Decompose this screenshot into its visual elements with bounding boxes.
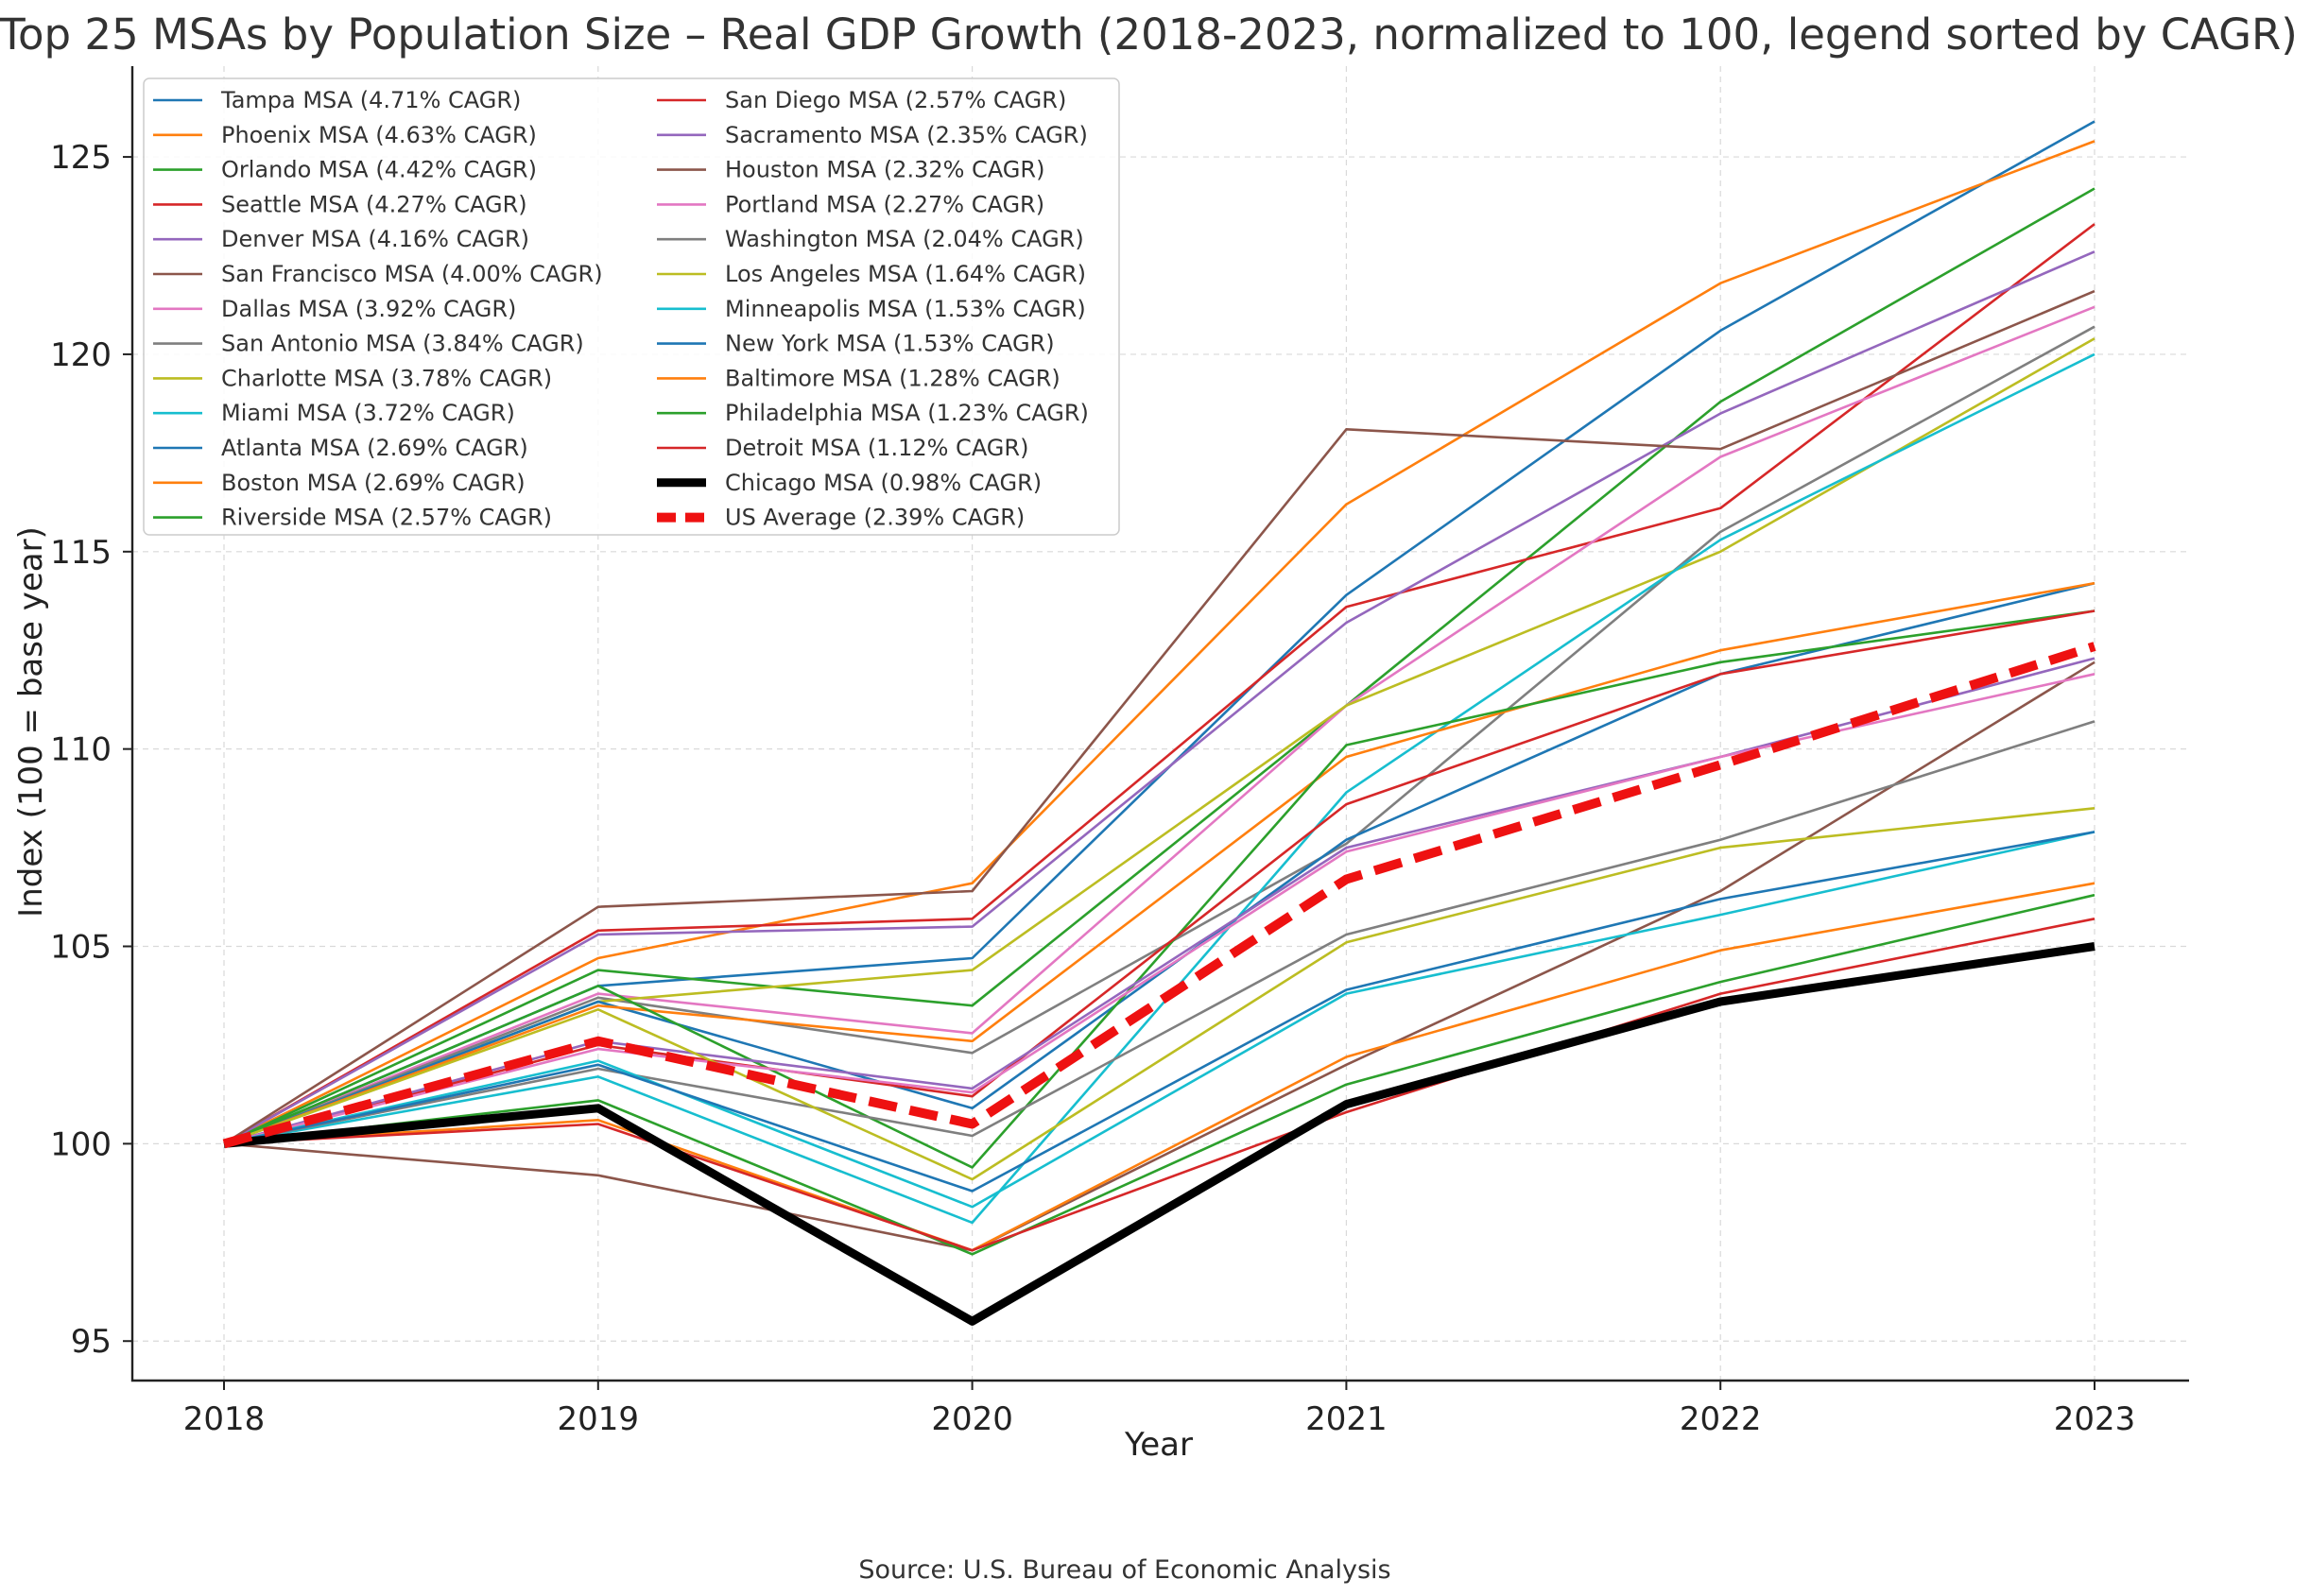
legend-label-seattle-msa: Seattle MSA (4.27% CAGR): [221, 191, 527, 217]
legend-frame: [143, 77, 1120, 536]
axes: [130, 66, 2189, 1382]
legend-label-phoenix-msa: Phoenix MSA (4.63% CAGR): [221, 122, 537, 148]
series-line-denver-msa: [223, 250, 2095, 1145]
series-line-san-francisco-msa: [223, 289, 2095, 1145]
legend-label-san-antonio-msa: San Antonio MSA (3.84% CAGR): [221, 331, 584, 357]
y-tick-label: 120: [50, 336, 112, 374]
series-line-orlando-msa: [223, 187, 2095, 1145]
legend-label-denver-msa: Denver MSA (4.16% CAGR): [221, 226, 529, 252]
series-line-phoenix-msa: [223, 140, 2095, 1145]
series-line-los-angeles-msa: [223, 807, 2095, 1181]
series-line-dallas-msa: [223, 305, 2095, 1145]
legend-label-boston-msa: Boston MSA (2.69% CAGR): [221, 470, 526, 496]
series-line-baltimore-msa: [223, 882, 2095, 1252]
legend-label-tampa-msa: Tampa MSA (4.71% CAGR): [220, 87, 521, 113]
series-line-new-york-msa: [223, 831, 2095, 1193]
chart-title: Top 25 MSAs by Population Size – Real GD…: [0, 9, 2298, 60]
series-line-chicago-msa: [223, 942, 2095, 1326]
legend-label-orlando-msa: Orlando MSA (4.42% CAGR): [221, 157, 537, 183]
x-tick-label: 2022: [1680, 1400, 1762, 1438]
y-tick-label: 115: [50, 534, 112, 572]
legend-label-washington-msa: Washington MSA (2.04% CAGR): [725, 226, 1084, 252]
legend-label-baltimore-msa: Baltimore MSA (1.28% CAGR): [725, 365, 1061, 391]
legend-label-chicago-msa: Chicago MSA (0.98% CAGR): [725, 470, 1042, 496]
legend-label-san-francisco-msa: San Francisco MSA (4.00% CAGR): [221, 261, 603, 287]
legend-label-miami-msa: Miami MSA (3.72% CAGR): [221, 400, 515, 426]
legend-label-us-average: US Average (2.39% CAGR): [725, 505, 1025, 531]
legend-label-sacramento-msa: Sacramento MSA (2.35% CAGR): [725, 122, 1088, 148]
y-tick-label: 100: [50, 1125, 112, 1163]
series-line-us-average: [222, 642, 2096, 1149]
x-tick-label: 2021: [1305, 1400, 1388, 1438]
x-tick-label: 2020: [931, 1400, 1013, 1438]
series-lines: [222, 120, 2096, 1326]
y-tick-label: 125: [50, 139, 112, 177]
series-line-portland-msa: [223, 673, 2095, 1145]
axis-spines: [130, 66, 2189, 1382]
legend-label-philadelphia-msa: Philadelphia MSA (1.23% CAGR): [725, 400, 1089, 426]
legend-label-atlanta-msa: Atlanta MSA (2.69% CAGR): [221, 435, 528, 461]
ticks: 2018 2019 2020 2021 2022 2023 95 100 105 110 115 12…: [50, 139, 2135, 1438]
series-line-atlanta-msa: [223, 581, 2095, 1145]
legend-label-houston-msa: Houston MSA (2.32% CAGR): [725, 157, 1044, 183]
legend-label-new-york-msa: New York MSA (1.53% CAGR): [725, 331, 1055, 357]
series-line-miami-msa: [223, 352, 2095, 1225]
series-line-san-antonio-msa: [223, 325, 2095, 1145]
legend-label-portland-msa: Portland MSA (2.27% CAGR): [725, 191, 1044, 217]
legend-label-san-diego-msa: San Diego MSA (2.57% CAGR): [725, 87, 1066, 113]
x-tick-label: 2023: [2054, 1400, 2136, 1438]
legend-label-dallas-msa: Dallas MSA (3.92% CAGR): [221, 296, 516, 322]
series-line-san-diego-msa: [223, 609, 2095, 1145]
x-axis-title: Year: [1124, 1426, 1193, 1464]
x-tick-label: 2018: [183, 1400, 266, 1438]
series-line-philadelphia-msa: [223, 893, 2095, 1256]
series-line-minneapolis-msa: [223, 831, 2095, 1209]
y-tick-label: 95: [71, 1323, 112, 1361]
series-line-detroit-msa: [223, 918, 2095, 1252]
legend: Tampa MSA (4.71% CAGR) Phoenix MSA (4.63%…: [143, 77, 1120, 536]
legend-label-detroit-msa: Detroit MSA (1.12% CAGR): [725, 435, 1028, 461]
legend-label-riverside-msa: Riverside MSA (2.57% CAGR): [221, 505, 552, 531]
y-tick-label: 110: [50, 731, 112, 769]
series-line-boston-msa: [223, 581, 2095, 1145]
series-line-washington-msa: [223, 720, 2095, 1145]
legend-label-charlotte-msa: Charlotte MSA (3.78% CAGR): [221, 365, 552, 391]
y-tick-label: 105: [50, 929, 112, 967]
source-note: Source: U.S. Bureau of Economic Analysis: [858, 1555, 1390, 1585]
legend-label-minneapolis-msa: Minneapolis MSA (1.53% CAGR): [725, 296, 1086, 322]
y-axis-title: Index (100 = base year): [12, 526, 50, 918]
series-line-riverside-msa: [223, 609, 2095, 1169]
series-line-houston-msa: [223, 661, 2095, 1252]
legend-label-los-angeles-msa: Los Angeles MSA (1.64% CAGR): [725, 261, 1086, 287]
series-line-seattle-msa: [223, 223, 2095, 1145]
x-tick-label: 2019: [558, 1400, 640, 1438]
